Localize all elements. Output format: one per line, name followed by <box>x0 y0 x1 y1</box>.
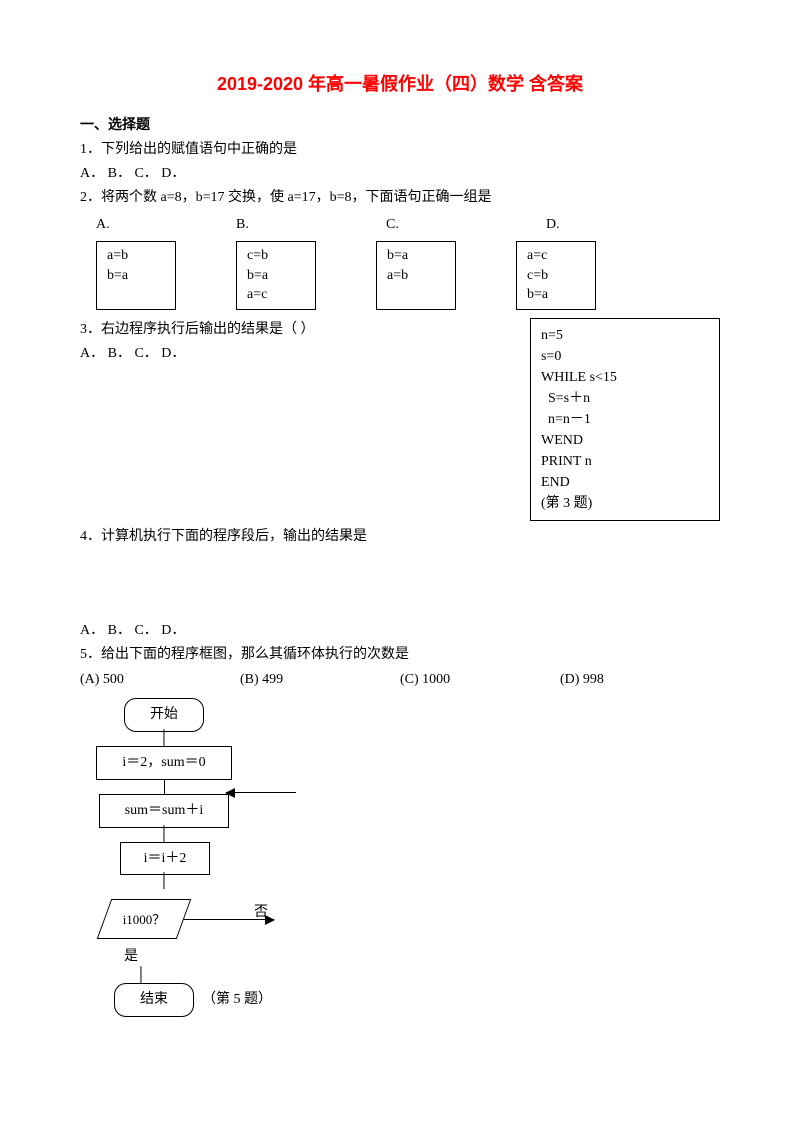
flow-sum: sum＝sum＋i <box>99 794 229 828</box>
q5-opt-a: (A) 500 <box>80 668 240 692</box>
q3-text: 3．右边程序执行后输出的结果是（ ） <box>80 318 530 342</box>
question-5: 5．给出下面的程序框图，那么其循环体执行的次数是 (A) 500 (B) 499… <box>80 643 720 1017</box>
q4-options: A． B． C． D． <box>80 619 720 643</box>
flow-start: 开始 <box>124 698 204 732</box>
q2-label-b: B. <box>236 213 386 237</box>
q2-label-a: A. <box>96 213 236 237</box>
flowchart: 开始 │ i＝2，sum＝0 sum＝sum＋i │ i＝i＋2 │ i1000… <box>96 698 720 1017</box>
question-1: 1．下列给出的赋值语句中正确的是 A． B． C． D． <box>80 138 720 186</box>
q5-opt-d: (D) 998 <box>560 668 720 692</box>
question-3: 3．右边程序执行后输出的结果是（ ） A． B． C． D． n=5 s=0 W… <box>80 318 720 521</box>
q1-options: A． B． C． D． <box>80 162 720 186</box>
q5-opt-b: (B) 499 <box>240 668 400 692</box>
q2-text: 2．将两个数 a=8，b=17 交换，使 a=17，b=8，下面语句正确一组是 <box>80 186 720 210</box>
flow-init: i＝2，sum＝0 <box>96 746 232 780</box>
q5-opt-c: (C) 1000 <box>400 668 560 692</box>
q2-label-d: D. <box>546 213 560 237</box>
flow-no: 否 <box>254 901 268 925</box>
q2-label-c: C. <box>386 213 546 237</box>
q2-box-a: a=b b=a <box>96 241 176 310</box>
q2-option-labels: A. B. C. D. <box>80 213 720 237</box>
question-4: 4．计算机执行下面的程序段后，输出的结果是 A． B． C． D． <box>80 525 720 643</box>
flow-end: 结束 <box>114 983 194 1017</box>
page-title: 2019-2020 年高一暑假作业（四）数学 含答案 <box>80 70 720 96</box>
flow-cond: i1000？ <box>104 909 184 931</box>
q2-box-d: a=c c=b b=a <box>516 241 596 310</box>
q3-code-box: n=5 s=0 WHILE s<15 S=s＋n n=n－1 WEND PRIN… <box>530 318 720 521</box>
q5-text: 5．给出下面的程序框图，那么其循环体执行的次数是 <box>80 643 720 667</box>
flow-yes: 是 <box>124 945 720 969</box>
q4-text: 4．计算机执行下面的程序段后，输出的结果是 <box>80 525 720 549</box>
flow-decision: i1000？ 否 <box>104 895 234 943</box>
flow-inc: i＝i＋2 <box>120 842 210 876</box>
flow-caption: （第 5 题） <box>202 988 272 1012</box>
q3-options: A． B． C． D． <box>80 342 530 366</box>
q2-box-c: b=a a=b <box>376 241 456 310</box>
q5-options: (A) 500 (B) 499 (C) 1000 (D) 998 <box>80 668 720 692</box>
section-header: 一、选择题 <box>80 114 720 134</box>
q2-boxes: a=b b=a c=b b=a a=c b=a a=b a=c c=b b=a <box>96 241 720 310</box>
question-2: 2．将两个数 a=8，b=17 交换，使 a=17，b=8，下面语句正确一组是 … <box>80 186 720 310</box>
q1-text: 1．下列给出的赋值语句中正确的是 <box>80 138 720 162</box>
q2-box-b: c=b b=a a=c <box>236 241 316 310</box>
